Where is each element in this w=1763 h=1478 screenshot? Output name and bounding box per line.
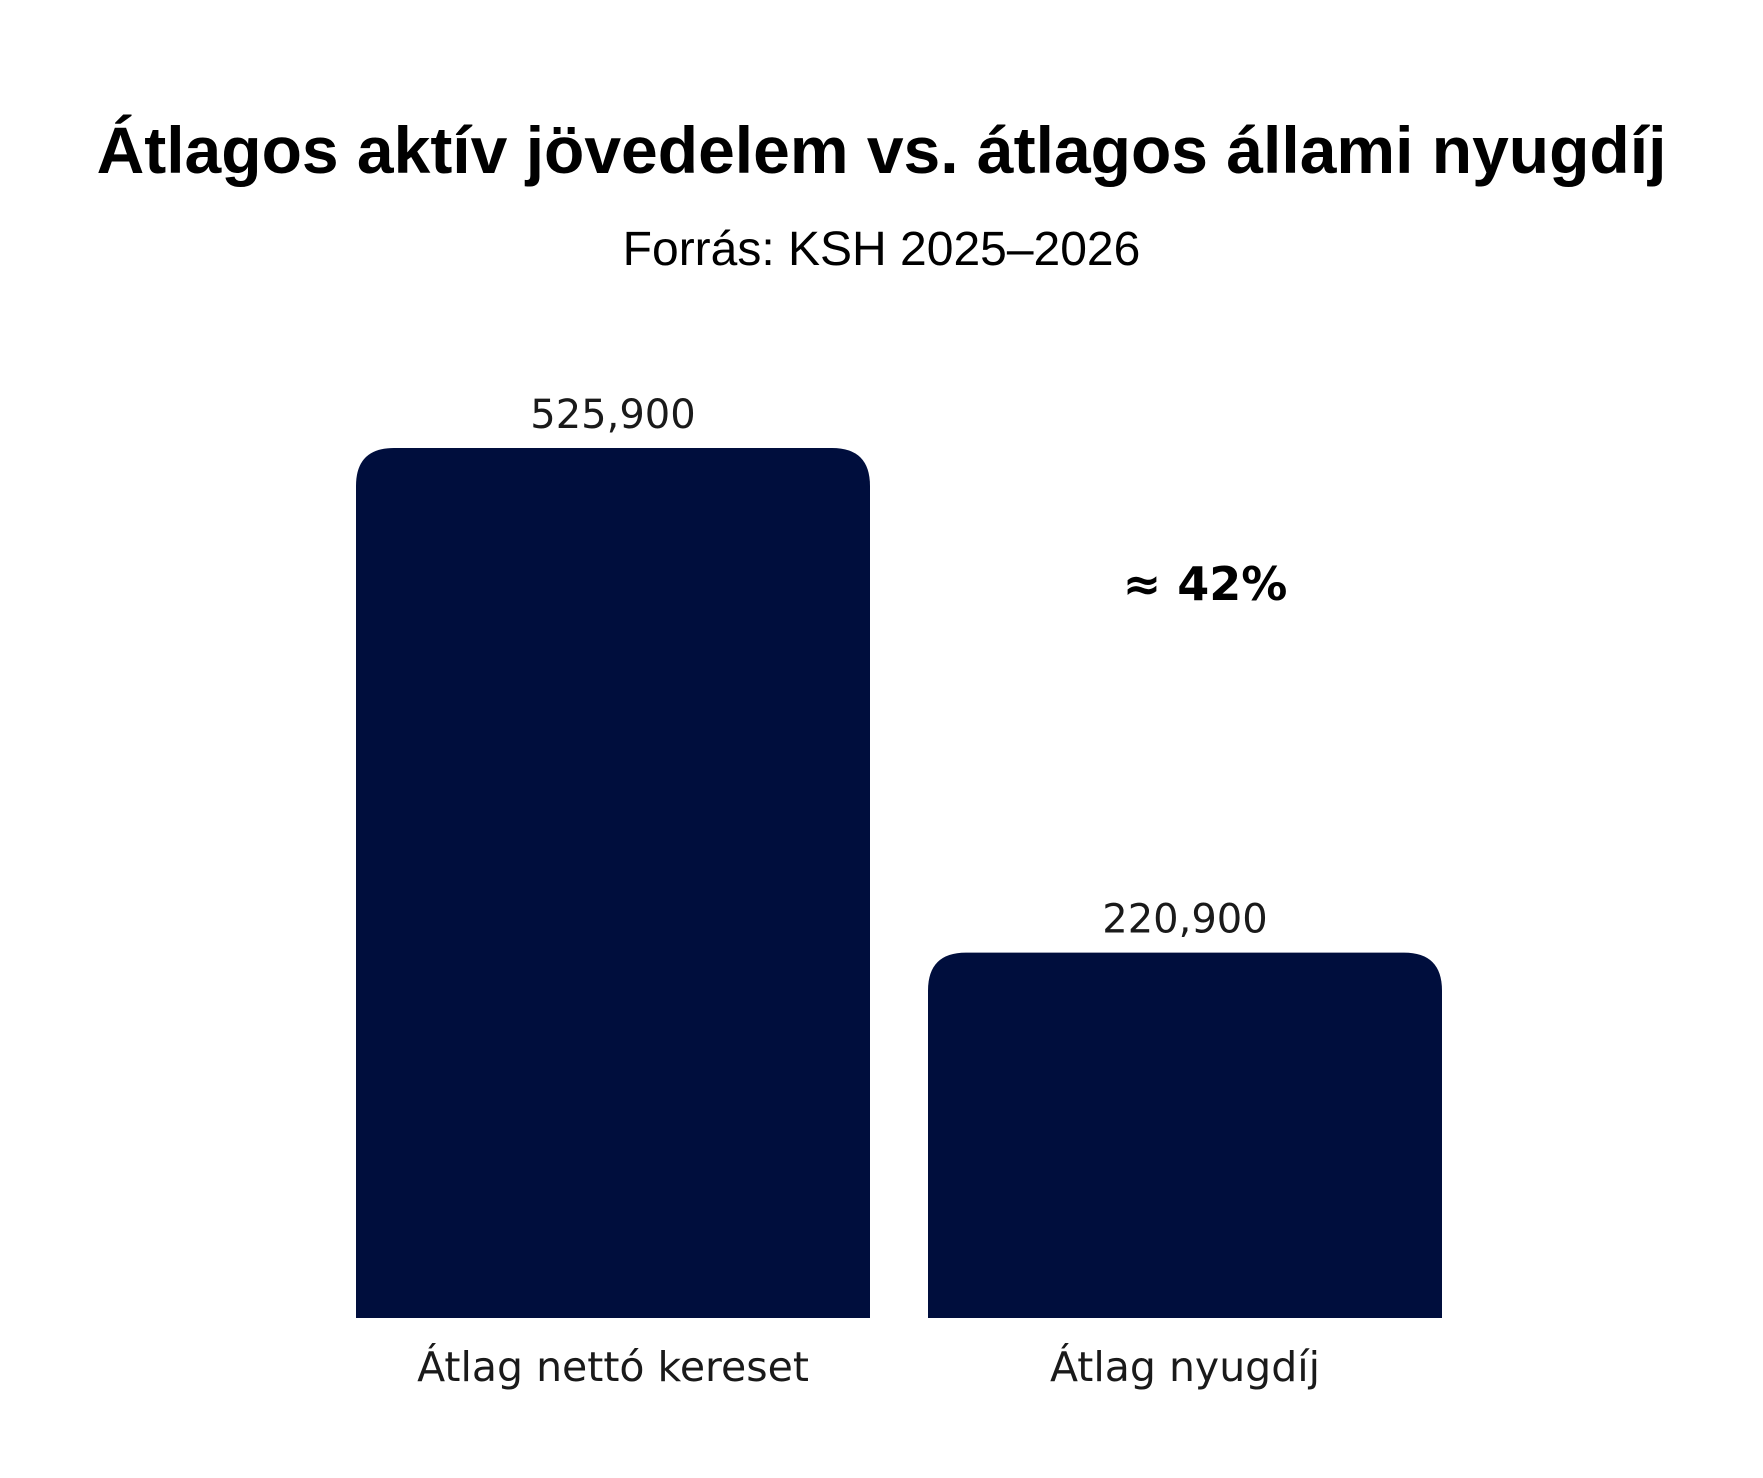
bar-value-label-1: 525,900 bbox=[530, 392, 695, 438]
ratio-annotation: ≈ 42% bbox=[1123, 557, 1288, 611]
labels-layer: 525,900 Átlag nettó kereset 220,900 Átlag n… bbox=[417, 392, 1320, 1391]
category-label-2: Átlag nyugdíj bbox=[1050, 1343, 1320, 1391]
bar-2 bbox=[928, 952, 1442, 1318]
chart-title: Átlagos aktív jövedelem vs. átlagos álla… bbox=[96, 113, 1667, 187]
bar-1 bbox=[356, 448, 870, 1318]
bars-layer bbox=[356, 448, 1442, 1318]
bar-value-label-2: 220,900 bbox=[1102, 897, 1267, 943]
chart-subtitle: Forrás: KSH 2025–2026 bbox=[622, 223, 1141, 276]
category-label-1: Átlag nettó kereset bbox=[417, 1343, 809, 1391]
